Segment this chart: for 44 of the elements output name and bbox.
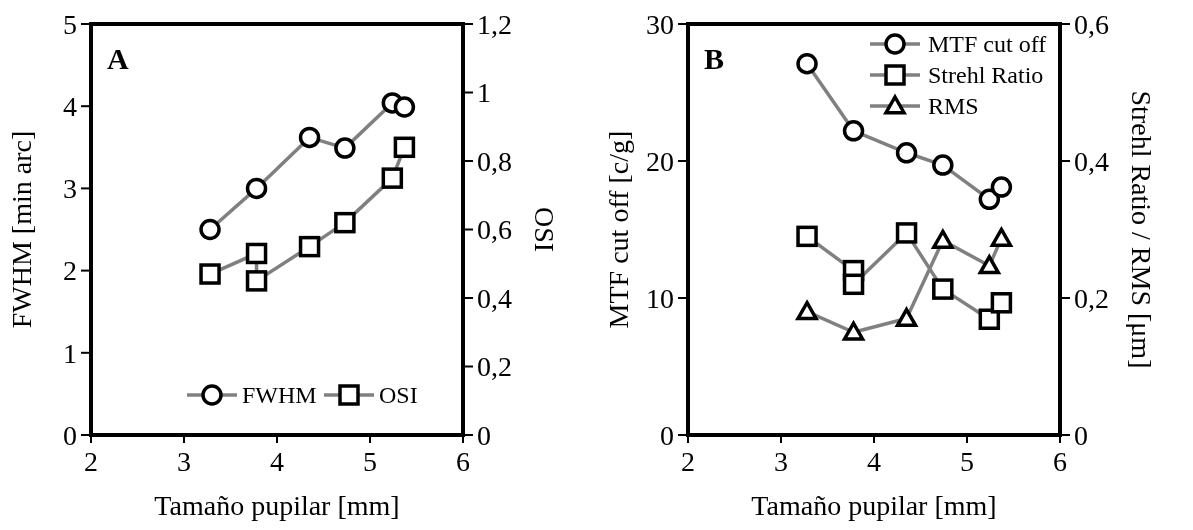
x-tick-label: 5 (960, 446, 974, 477)
y2-tick-label: 0,2 (1074, 282, 1109, 314)
text: A (107, 42, 129, 75)
x-axis-title: Tamaño pupilar [mm] (154, 490, 400, 521)
y-tick-label: 2 (63, 255, 77, 287)
y2-axis-title: OSI (529, 206, 560, 253)
x-tick-label: 4 (270, 446, 284, 477)
y2-tick-label: 0,6 (477, 214, 512, 246)
x-tick-label: 2 (84, 446, 98, 477)
x-tick-label: 3 (177, 446, 191, 477)
y2-axis-title: Strehl Ratio / RMS [μm] (1126, 90, 1157, 369)
y2-tick-label: 0 (1074, 419, 1088, 451)
y2-tick-label: 1,2 (477, 8, 512, 40)
y2-tick-label: 0,6 (1074, 8, 1109, 40)
legend-label: FWHM (242, 382, 317, 409)
legend-label: MTF cut off (928, 31, 1047, 58)
y2-tick-label: 0 (477, 419, 491, 451)
y-tick-label: 1 (63, 337, 77, 369)
legend-label: RMS (928, 93, 979, 120)
y2-tick-label: 0,2 (477, 351, 512, 383)
y-tick-label: 10 (646, 282, 674, 314)
text: B (704, 42, 725, 75)
x-tick-label: 6 (1053, 446, 1067, 477)
y-axis-title: MTF cut off [c/g] (603, 130, 634, 329)
legend-label: Strehl Ratio (928, 62, 1044, 89)
y-tick-label: 5 (63, 8, 77, 40)
x-tick-label: 5 (363, 446, 377, 477)
y-tick-label: 3 (63, 173, 77, 205)
y2-tick-label: 0,4 (1074, 145, 1109, 177)
y2-tick-label: 0,8 (477, 145, 512, 177)
y-tick-label: 20 (646, 145, 674, 177)
x-tick-label: 6 (456, 446, 470, 477)
y2-tick-label: 0,4 (477, 282, 512, 314)
y-tick-label: 30 (646, 8, 674, 40)
y2-tick-label: 1 (477, 77, 491, 109)
y-axis-title: FWHM [min arc] (6, 130, 37, 329)
x-tick-label: 4 (867, 446, 881, 477)
x-axis-title: Tamaño pupilar [mm] (751, 490, 997, 521)
y-tick-label: 0 (660, 419, 674, 451)
y-tick-label: 4 (63, 91, 77, 122)
y-tick-label: 0 (63, 419, 77, 451)
x-tick-label: 2 (681, 446, 695, 477)
x-tick-label: 3 (774, 446, 788, 477)
legend-label: OSI (379, 382, 418, 409)
